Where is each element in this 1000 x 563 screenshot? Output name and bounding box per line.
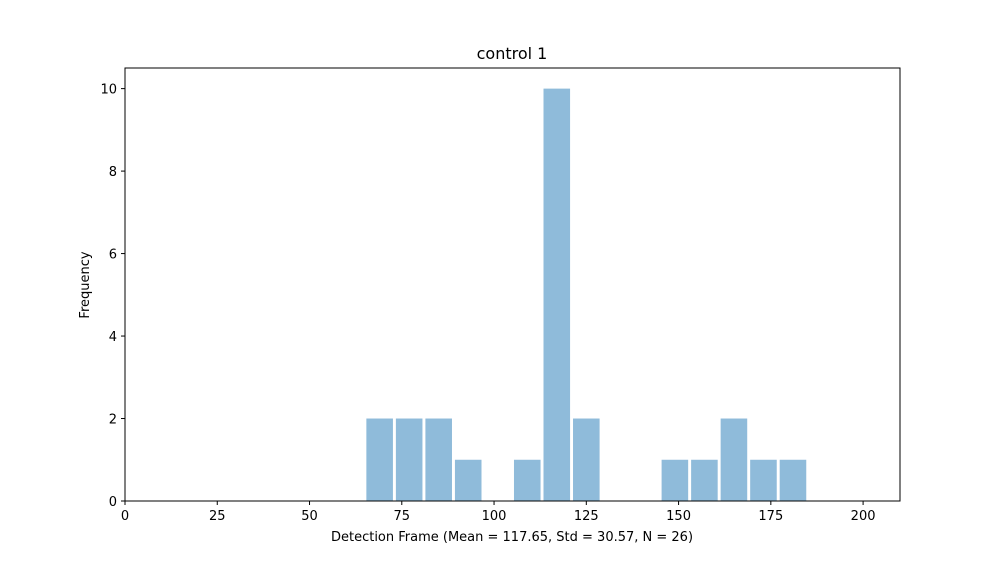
x-axis-label: Detection Frame (Mean = 117.65, Std = 30… [331,530,693,545]
chart-title: control 1 [477,44,548,63]
y-tick-label-2: 4 [109,330,117,345]
x-tick-label-4: 100 [482,509,507,524]
x-tick-label-7: 175 [758,509,783,524]
x-tick-label-1: 25 [209,509,226,524]
histogram-bar-11 [779,459,807,501]
histogram-bar-9 [720,418,748,501]
histogram-bar-4 [513,459,541,501]
bars-group [366,88,807,501]
x-tick-label-2: 50 [301,509,318,524]
x-tick-label-5: 125 [574,509,599,524]
histogram-bar-5 [543,88,571,501]
y-axis-ticks: 0 2 4 6 8 10 [100,83,125,510]
histogram-bar-2 [425,418,452,501]
histogram-bar-8 [691,459,718,501]
y-tick-label-4: 8 [109,165,117,180]
y-tick-label-1: 2 [109,413,117,428]
plot-frame [124,67,901,502]
x-tick-label-8: 200 [851,509,876,524]
y-tick-label-3: 6 [109,248,117,263]
x-tick-label-3: 75 [394,509,411,524]
histogram-bar-6 [573,418,600,501]
x-tick-label-6: 150 [666,509,691,524]
x-axis-ticks: 0 25 50 75 100 125 150 175 200 [121,501,876,524]
histogram-bar-7 [661,459,689,501]
y-tick-label-0: 0 [109,495,117,510]
histogram-bar-0 [366,418,393,501]
histogram-bar-10 [750,459,777,501]
y-axis-label: Frequency [78,251,93,318]
y-tick-label-5: 10 [100,83,117,98]
histogram-bar-3 [454,459,482,501]
x-tick-label-0: 0 [121,509,129,524]
histogram-bar-1 [395,418,423,501]
